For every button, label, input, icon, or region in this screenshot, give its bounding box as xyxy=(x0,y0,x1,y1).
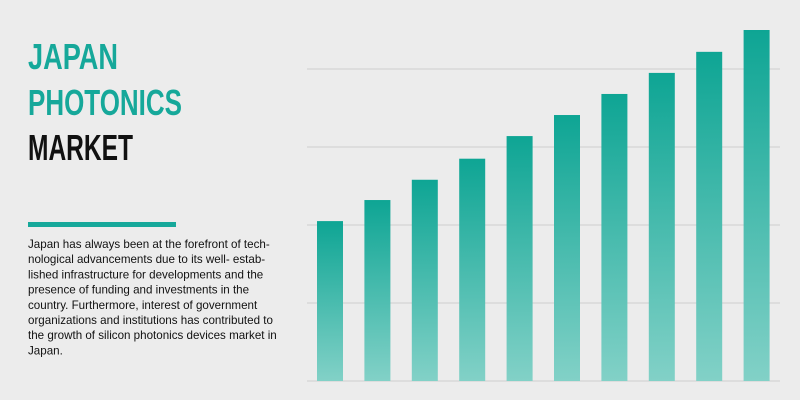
description-line: presence of funding and investments in t… xyxy=(28,284,249,297)
bar xyxy=(459,158,486,381)
description-line: country. Furthermore, interest of govern… xyxy=(28,299,258,312)
description-line: lished infrastructure for developments a… xyxy=(28,268,263,281)
bar xyxy=(601,93,628,382)
title-line: JAPAN xyxy=(28,36,118,77)
description-line: Japan has always been at the forefront o… xyxy=(28,238,270,251)
description-line: Japan. xyxy=(28,344,63,357)
bar xyxy=(411,179,438,381)
bars xyxy=(317,30,770,382)
title-line: PHOTONICS xyxy=(28,82,182,123)
description-line: the growth of silicon photonics devices … xyxy=(28,329,277,342)
title-line: MARKET xyxy=(28,127,133,168)
description-line: organizations and institutions has contr… xyxy=(28,314,273,327)
bar xyxy=(506,136,533,381)
separator xyxy=(28,222,176,227)
bar xyxy=(648,72,675,382)
bar xyxy=(317,221,343,381)
bar xyxy=(364,200,391,381)
description-line: nological advancements due to its well- … xyxy=(28,253,265,266)
bar xyxy=(554,115,580,382)
bar xyxy=(696,51,723,382)
description: Japan has always been at the forefront o… xyxy=(28,238,277,357)
bar xyxy=(743,30,770,381)
